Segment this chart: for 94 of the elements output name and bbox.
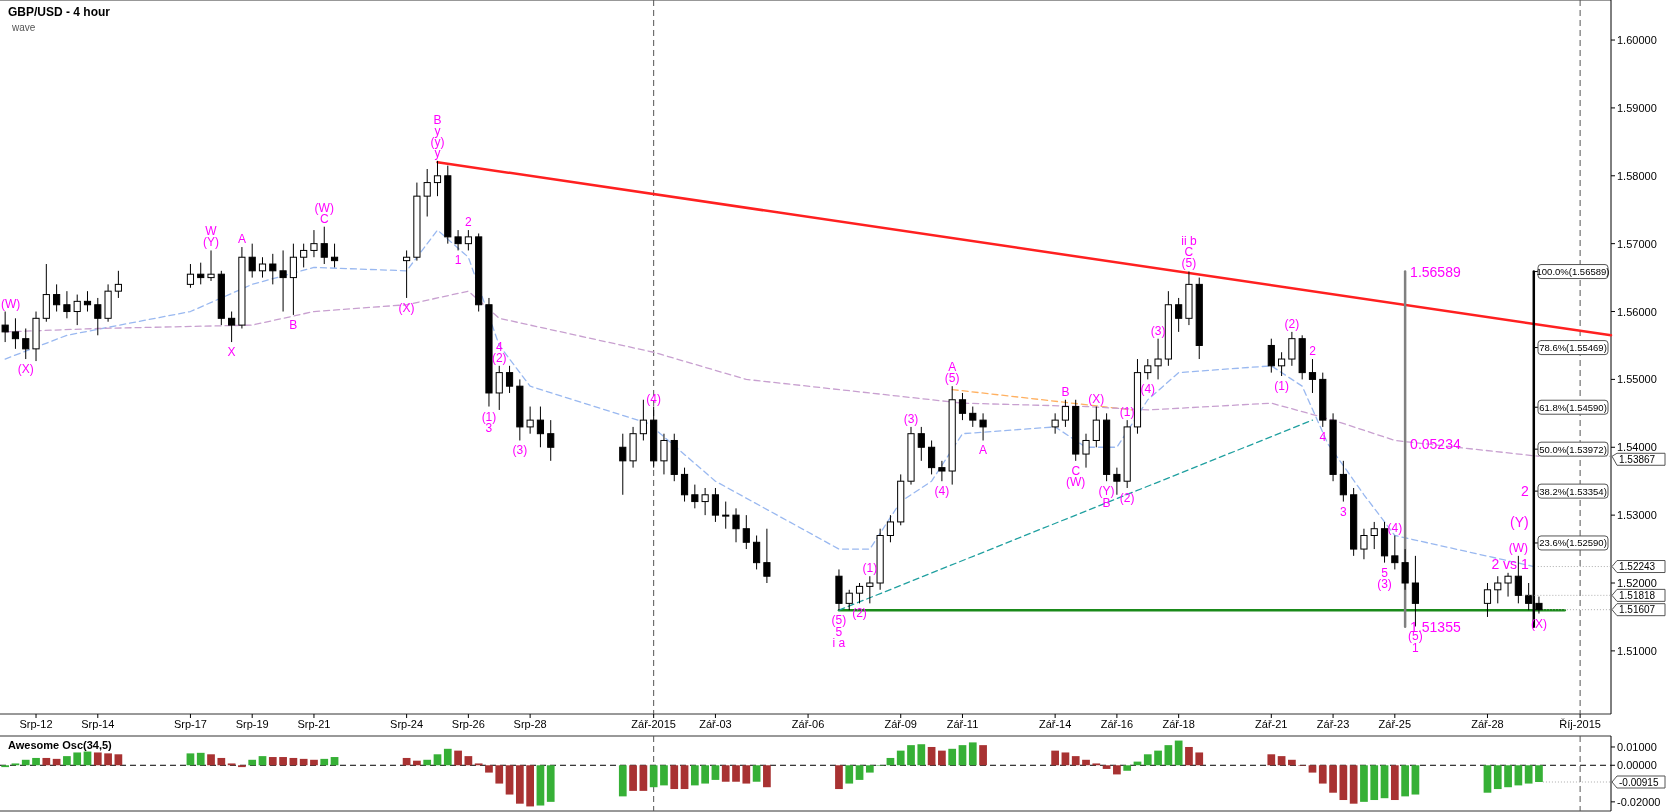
x-tick-label: Srp-26	[451, 718, 485, 730]
y-tick-label: 1.54000	[1617, 441, 1657, 454]
y-tick-label: 0.00000	[1617, 759, 1657, 772]
annotation: (3)	[1150, 323, 1166, 338]
chart-title: GBP/USD - 4 hour	[8, 5, 111, 19]
annotation: 3	[485, 421, 493, 436]
x-tick-label: Srp-17	[173, 718, 207, 730]
text: wave	[11, 22, 36, 33]
annotation: 2 vs 1	[1491, 556, 1529, 573]
annotation: 1.51818	[1619, 589, 1656, 601]
y-tick-label: 1.58000	[1617, 169, 1657, 182]
annotation: (W)	[1066, 475, 1086, 490]
y-tick-label: 1.56000	[1617, 305, 1657, 318]
x-tick-label: Zář-09	[884, 718, 917, 730]
annotation: (4)	[1387, 520, 1403, 535]
annotation: (1)	[862, 561, 878, 576]
annotation: 1	[1412, 640, 1420, 655]
annotation: 2	[1521, 483, 1529, 500]
x-tick-label: Říj-2015	[1559, 718, 1601, 730]
annotation: (4)	[1140, 382, 1156, 397]
annotation: A	[979, 443, 988, 458]
x-tick-label: Srp-24	[390, 718, 424, 730]
ref-line-label: 50.0%(1.53972)	[1539, 443, 1607, 455]
annotation: (5)	[1181, 256, 1197, 271]
x-tick-label: Zář-2015	[631, 718, 676, 730]
annotation: (W)	[1, 296, 21, 311]
annotation: B	[289, 317, 298, 332]
annotation: C	[1071, 463, 1081, 478]
x-tick-label: Srp-19	[235, 718, 269, 730]
x-tick-label: Zář-25	[1378, 718, 1412, 730]
x-tick-label: Zář-18	[1162, 718, 1195, 730]
annotation: (1)	[1119, 405, 1135, 420]
y-tick-label: 1.57000	[1617, 237, 1657, 250]
x-tick-label: Zář-23	[1316, 718, 1350, 730]
annotation: (Y)	[1098, 484, 1115, 499]
annotation: B	[1061, 384, 1070, 399]
annotation: B	[433, 112, 442, 127]
annotation: (2)	[1284, 316, 1300, 331]
x-tick-label: Zář-06	[791, 718, 825, 730]
annotation: (3)	[903, 411, 919, 426]
annotation: 1.52243	[1619, 561, 1656, 573]
annotation: i a	[832, 636, 846, 651]
y-tick-label: 1.59000	[1617, 101, 1657, 114]
annotation: (3)	[1377, 577, 1392, 592]
annotation: A	[237, 232, 246, 247]
y-tick-label: 0.01000	[1617, 740, 1657, 753]
annotation: 3	[1340, 504, 1348, 519]
y-tick-label: 1.55000	[1617, 373, 1657, 386]
annotation: 2	[1309, 344, 1317, 359]
annotation: (X)	[1088, 391, 1105, 406]
ref-line-label: 100.0%(1.56589)	[1536, 266, 1610, 278]
x-tick-label: Zář-11	[946, 718, 979, 730]
x-tick-label: Srp-12	[19, 718, 53, 730]
annotation: (4)	[646, 391, 661, 406]
x-tick-label: Zář-21	[1255, 718, 1288, 730]
annotation: (X)	[398, 300, 415, 315]
annotation: (1)	[1274, 379, 1289, 393]
ref-line-label: 23.6%(1.52590)	[1539, 537, 1607, 549]
y-tick-label: 1.53000	[1617, 509, 1657, 522]
annotation: (1)	[481, 409, 497, 424]
annotation: (2)	[1119, 490, 1135, 505]
ref-line-label: 78.6%(1.55469)	[1539, 342, 1607, 354]
annotation: X	[227, 345, 236, 360]
annotation: 2	[465, 215, 473, 230]
annotation: (3)	[512, 443, 528, 458]
annotation: (Y)	[203, 235, 220, 250]
annotation: 5	[1381, 565, 1389, 580]
y-tick-label: 1.51000	[1617, 644, 1657, 657]
ref-line-label: 38.2%(1.53354)	[1539, 485, 1607, 497]
annotation: 1.56589	[1410, 263, 1461, 280]
annotation: 1.53867	[1619, 453, 1656, 465]
x-tick-label: Srp-14	[81, 718, 115, 730]
y-tick-label: -0.02000	[1617, 795, 1661, 808]
x-tick-label: Zář-16	[1100, 718, 1134, 730]
annotation: 4	[1319, 429, 1327, 444]
annotation: 1.51607	[1619, 604, 1656, 616]
x-tick-label: Zář-28	[1471, 718, 1504, 730]
y-tick-label: 1.60000	[1617, 34, 1657, 47]
ref-line-label: 61.8%(1.54590)	[1539, 401, 1607, 413]
chart-title: Awesome Osc(34,5)	[8, 739, 113, 751]
x-tick-label: Zář-03	[699, 718, 732, 730]
annotation: 4	[495, 339, 503, 354]
x-tick-label: Srp-28	[513, 718, 547, 730]
annotation: (X)	[17, 362, 34, 377]
annotation: (Y)	[1510, 513, 1529, 530]
annotation: (4)	[934, 484, 950, 499]
y-tick-label: 1.52000	[1617, 577, 1657, 590]
x-tick-label: Srp-21	[297, 718, 331, 730]
annotation: (5)	[944, 371, 960, 386]
annotation: 0.05234	[1410, 435, 1461, 452]
x-tick-label: Zář-14	[1038, 718, 1072, 730]
annotation: -0.00915	[1619, 776, 1659, 788]
annotation: 1	[454, 253, 462, 268]
annotation: (W)	[1508, 540, 1529, 555]
